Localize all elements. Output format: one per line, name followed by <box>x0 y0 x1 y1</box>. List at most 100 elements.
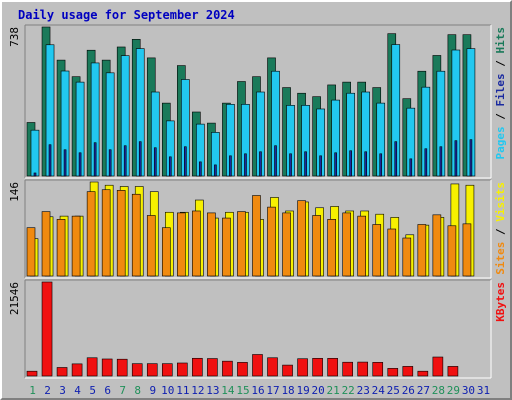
sites-bar <box>252 195 261 277</box>
x-tick-label: 6 <box>104 384 111 397</box>
kbytes-bar <box>146 363 158 377</box>
x-tick-label: 27 <box>417 384 430 397</box>
x-tick-label: 30 <box>462 384 475 397</box>
kbytes-bar <box>177 362 188 377</box>
x-tick-label: 20 <box>312 384 325 397</box>
x-tick-label: 7 <box>119 384 126 397</box>
sites-bar <box>462 223 472 277</box>
pages-bar <box>364 151 368 177</box>
legend-visits-sites-item: Visits <box>494 182 507 222</box>
kbytes-bar <box>71 363 83 377</box>
pages-bar <box>274 145 277 177</box>
sites-bar <box>357 215 367 277</box>
pages-bar <box>394 141 398 177</box>
kbytes-bar <box>282 364 293 377</box>
x-tick-label: 12 <box>191 384 204 397</box>
kbytes-bar <box>267 357 278 377</box>
sites-bar <box>161 227 171 277</box>
kbytes-bar <box>101 358 113 377</box>
pages-bar <box>259 151 262 177</box>
sites-bar <box>327 219 336 277</box>
pages-bar <box>33 172 37 177</box>
x-tick-label: 24 <box>372 384 386 397</box>
x-tick-label: 22 <box>342 384 355 397</box>
pages-bar <box>304 151 307 177</box>
x-tick-label: 19 <box>296 384 309 397</box>
sites-bar <box>192 210 201 277</box>
files-bar <box>30 129 40 177</box>
kbytes-bar <box>26 370 38 377</box>
legend-kbytes: KBytes <box>494 282 507 322</box>
kbytes-bar <box>372 362 384 377</box>
x-tick-label: 5 <box>89 384 96 397</box>
sites-bar <box>432 214 442 277</box>
sites-bar <box>26 227 36 277</box>
legend-hits-files-pages-item: Pages <box>494 126 507 159</box>
sites-bar <box>312 215 321 277</box>
legend-kbytes-item: KBytes <box>494 282 507 322</box>
sites-bar <box>222 217 231 277</box>
sites-bar <box>417 224 427 277</box>
x-tick-label: 25 <box>387 384 400 397</box>
kbytes-bar <box>222 360 233 377</box>
x-tick-label: 11 <box>176 384 189 397</box>
legend-hits-files-pages: Pages / Files / Hits <box>494 27 507 160</box>
x-tick-label: 15 <box>236 384 249 397</box>
x-tick-label: 1 <box>29 384 36 397</box>
kbytes-bar <box>56 367 68 377</box>
legend-separator: / <box>494 222 507 242</box>
pages-bar <box>78 152 82 177</box>
legend-hits-files-pages-item: Hits <box>494 27 507 54</box>
legend-separator: / <box>494 54 507 74</box>
sites-bar <box>101 189 111 277</box>
pages-bar <box>439 146 443 177</box>
x-tick-label: 8 <box>134 384 141 397</box>
kbytes-bar <box>417 370 429 377</box>
x-tick-label: 13 <box>206 384 219 397</box>
kbytes-bar <box>116 358 128 377</box>
kbytes-bar <box>402 366 414 377</box>
pages-bar <box>168 156 172 177</box>
kbytes-bar <box>312 358 323 377</box>
x-tick-label: 2 <box>44 384 51 397</box>
pages-bar <box>349 150 352 177</box>
sites-bar <box>237 211 246 277</box>
kbytes-bar <box>342 361 353 377</box>
pages-bar <box>108 149 112 177</box>
pages-bar <box>184 146 187 177</box>
pages-bar <box>454 140 458 177</box>
kbytes-bar <box>131 363 143 377</box>
x-tick-label: 17 <box>266 384 279 397</box>
x-tick-label: 31 <box>477 384 490 397</box>
x-tick-label: 10 <box>161 384 174 397</box>
chart-title: Daily usage for September 2024 <box>18 8 235 22</box>
sites-bar <box>177 212 186 277</box>
sites-bar <box>282 212 291 277</box>
sites-bar <box>267 206 276 277</box>
pages-bar <box>48 144 52 177</box>
x-tick-label: 23 <box>357 384 370 397</box>
kbytes-bar <box>387 368 399 377</box>
pages-bar <box>123 145 127 177</box>
kbytes-bar <box>327 358 338 377</box>
legend-hits-files-pages-item: Files <box>494 73 507 106</box>
pages-bar <box>229 155 232 177</box>
kbytes-bar <box>207 358 218 377</box>
kbytes-bar <box>432 356 444 377</box>
y-max-label: 738 <box>8 27 21 47</box>
x-tick-label: 29 <box>447 384 460 397</box>
kbytes-bar <box>297 358 308 377</box>
sites-bar <box>146 215 156 277</box>
sites-bar <box>56 219 66 277</box>
sites-bar <box>387 228 397 277</box>
sites-bar <box>372 224 382 277</box>
kbytes-bar <box>192 357 203 377</box>
pages-bar <box>319 155 322 177</box>
kbytes-bar <box>86 357 98 377</box>
kbytes-bar <box>447 366 459 377</box>
sites-bar <box>447 225 457 277</box>
pages-bar <box>424 148 428 177</box>
pages-bar <box>214 164 217 177</box>
y-max-label: 21546 <box>8 282 21 315</box>
legend-visits-sites-item: Sites <box>494 242 507 275</box>
